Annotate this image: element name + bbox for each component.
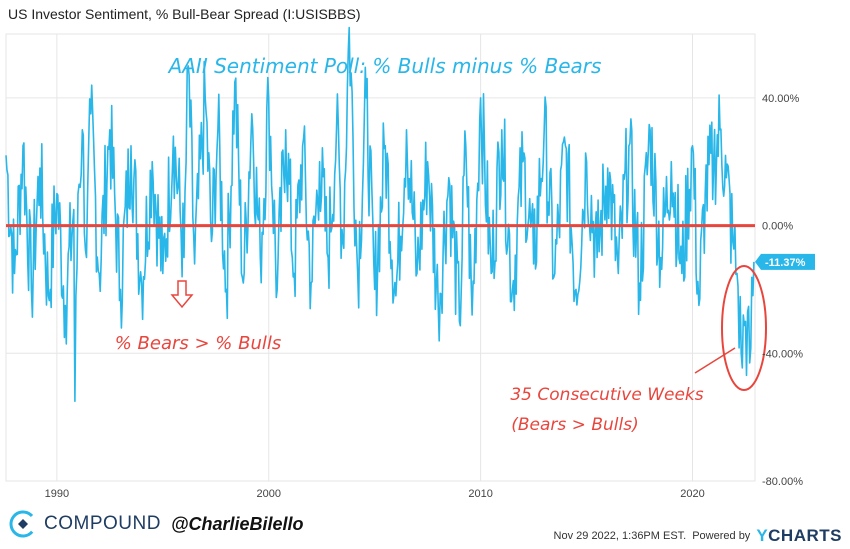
x-tick-label: 2020	[680, 488, 704, 500]
ycharts-y-letter: Y	[756, 526, 769, 545]
y-tick-label: 40.00%	[762, 93, 800, 105]
x-tick-label: 2010	[468, 488, 492, 500]
compound-logo-icon	[9, 510, 37, 538]
annotation-layer: -11.37% AAII Sentiment Poll: % Bulls minu…	[6, 54, 815, 435]
last-value-label: -11.37%	[765, 257, 806, 269]
brand-name: COMPOUND	[44, 513, 161, 534]
brand-handle: @CharlieBilello	[170, 513, 304, 534]
series-layer	[5, 26, 755, 403]
last-value-badge	[755, 253, 815, 270]
ycharts-logo[interactable]: YCHARTS	[756, 526, 842, 546]
highlight-ellipse	[721, 265, 767, 391]
chart-title: US Investor Sentiment, % Bull-Bear Sprea…	[8, 6, 361, 22]
annotation-pointer-line	[694, 347, 736, 374]
powered-by-label: Powered by	[692, 530, 751, 542]
x-tick-label: 1990	[45, 488, 69, 500]
annotation-streak-line1: 35 Consecutive Weeks	[510, 385, 703, 405]
annotation-streak-line2: (Bears > Bulls)	[511, 415, 638, 435]
annotation-bears-label: % Bears > % Bulls	[115, 333, 282, 354]
ycharts-wordmark: CHARTS	[768, 526, 842, 545]
series-line	[5, 26, 755, 403]
axis-layer: 40.00% 0.00% -40.00% -80.00% 1990 2000 2010 202…	[45, 93, 804, 500]
y-tick-label: -80.00%	[762, 476, 803, 488]
footer-attribution: Nov 29 2022, 1:36PM EST. Powered by YCHA…	[554, 526, 842, 546]
timestamp: Nov 29 2022, 1:36PM EST.	[553, 530, 687, 542]
x-tick-label: 2000	[256, 488, 280, 500]
y-tick-label: -40.00%	[762, 348, 803, 360]
footer-brand: COMPOUND @CharlieBilello	[8, 509, 304, 539]
down-arrow-icon	[170, 280, 194, 309]
y-tick-label: 0.00%	[762, 221, 793, 233]
annotation-heading: AAII Sentiment Poll: % Bulls minus % Bea…	[167, 54, 602, 78]
